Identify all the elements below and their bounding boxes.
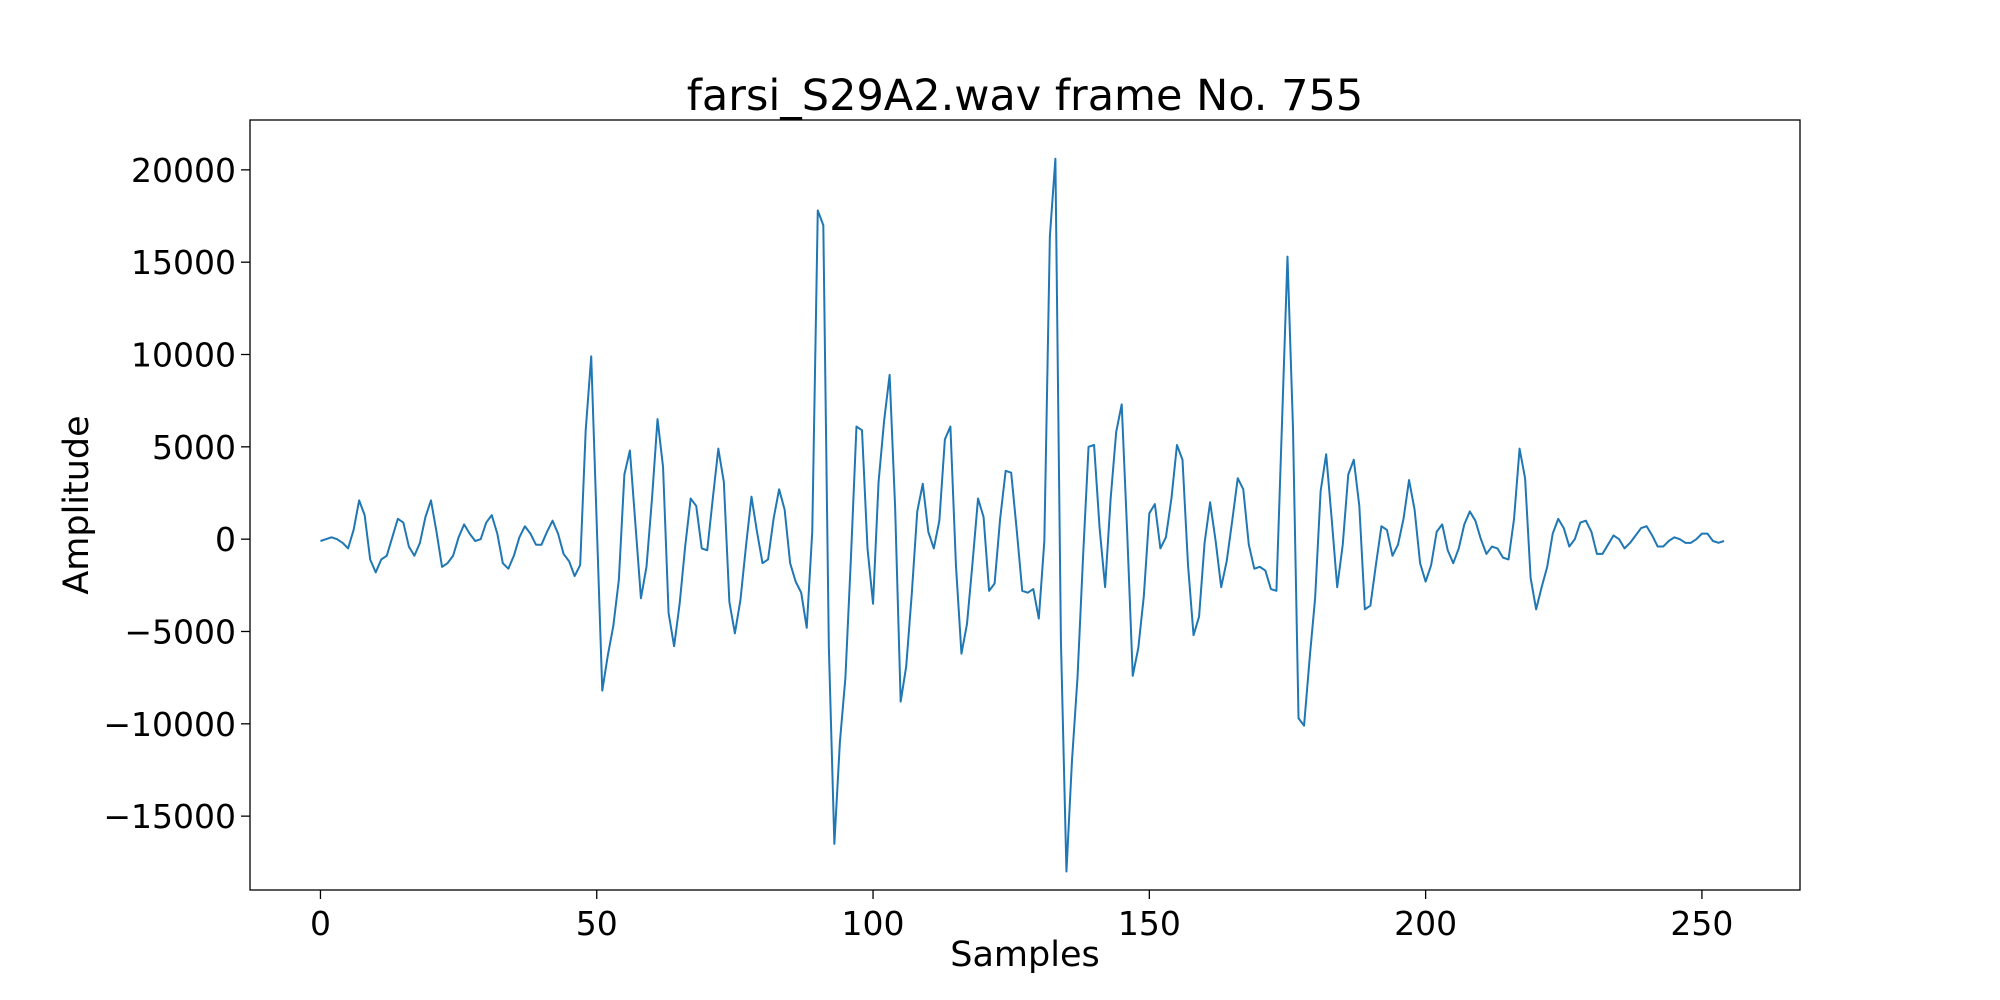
plot-area-frame bbox=[249, 119, 1801, 891]
x-tick-label: 200 bbox=[1394, 904, 1457, 943]
y-tick-label: 15000 bbox=[131, 243, 236, 282]
x-tick-label: 150 bbox=[1118, 904, 1181, 943]
y-axis-ticks: −15000 −10000 −5000 0 5000 10000 15000 20000 bbox=[103, 151, 250, 836]
y-tick-label: 20000 bbox=[131, 151, 236, 190]
x-axis-ticks: 0 50 100 150 200 250 bbox=[310, 890, 1733, 943]
series-line bbox=[320, 157, 1725, 873]
x-tick-label: 250 bbox=[1670, 904, 1733, 943]
x-tick-label: 50 bbox=[576, 904, 618, 943]
y-tick-label: 10000 bbox=[131, 336, 236, 375]
y-tick-label: −15000 bbox=[103, 797, 236, 836]
y-axis-label: Amplitude bbox=[57, 415, 97, 594]
x-tick-label: 100 bbox=[842, 904, 905, 943]
y-tick-label: −5000 bbox=[124, 612, 236, 651]
y-tick-label: −10000 bbox=[103, 705, 236, 744]
x-axis-label: Samples bbox=[950, 935, 1099, 975]
y-tick-label: 0 bbox=[215, 520, 236, 559]
y-tick-label: 5000 bbox=[152, 428, 236, 467]
chart-title: farsi_S29A2.wav frame No. 755 bbox=[687, 71, 1363, 121]
x-tick-label: 0 bbox=[310, 904, 331, 943]
